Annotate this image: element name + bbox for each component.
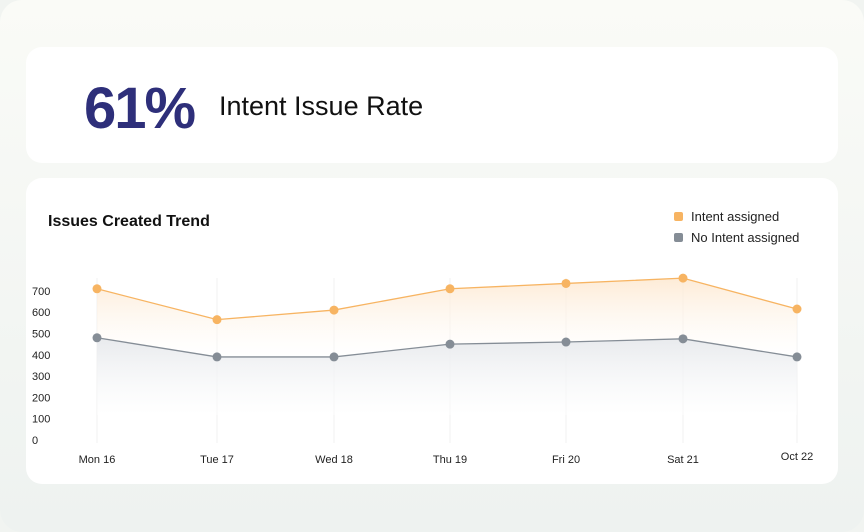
y-tick-label: 200: [32, 392, 50, 404]
intent-point: [445, 284, 455, 294]
kpi-card: 61% Intent Issue Rate: [26, 47, 838, 163]
legend-label: No Intent assigned: [691, 230, 800, 245]
intent-area: [97, 278, 797, 357]
intent-point: [92, 284, 102, 294]
y-tick-label: 0: [32, 435, 38, 447]
x-tick-label: Mon 16: [79, 454, 116, 466]
kpi-value: 61%: [84, 76, 196, 141]
x-tick-label: Fri 20: [552, 454, 580, 466]
x-tick-label: Thu 19: [433, 454, 467, 466]
legend-label: Intent assigned: [691, 209, 780, 224]
chart-card: Issues Created Trend Intent assigned No …: [26, 178, 838, 484]
no-intent-point: [92, 333, 102, 343]
legend-item-intent[interactable]: Intent assigned: [674, 206, 799, 227]
no-intent-point: [329, 352, 339, 362]
kpi-label: Intent Issue Rate: [219, 91, 424, 121]
intent-point: [329, 305, 339, 315]
legend-swatch: [674, 212, 683, 221]
legend-item-no-intent[interactable]: No Intent assigned: [674, 227, 799, 248]
y-tick-label: 600: [32, 307, 50, 319]
y-tick-label: 300: [32, 371, 50, 383]
no-intent-point: [561, 337, 571, 347]
intent-point: [212, 315, 222, 325]
chart-title: Issues Created Trend: [48, 213, 210, 230]
chart-plot: Mon 16 Tue 17 Wed 18 Thu 19 Fri 20 Sat 21 Oct …: [32, 273, 813, 466]
x-tick-label: Tue 17: [200, 454, 234, 466]
legend-swatch: [674, 233, 683, 242]
y-tick-label: 100: [32, 414, 50, 426]
intent-point: [561, 278, 571, 288]
no-intent-point: [445, 339, 455, 349]
x-tick-label: Wed 18: [315, 454, 353, 466]
no-intent-point: [792, 352, 802, 362]
intent-point: [792, 304, 802, 314]
y-tick-label: 500: [32, 329, 50, 341]
no-intent-point: [212, 352, 222, 362]
legend: Intent assigned No Intent assigned: [674, 206, 799, 248]
x-tick-label: Sat 21: [667, 454, 699, 466]
intent-point: [678, 273, 688, 283]
x-tick-label: Oct 22: [781, 451, 813, 463]
no-intent-point: [678, 334, 688, 344]
y-tick-label: 400: [32, 350, 50, 362]
y-tick-label: 700: [32, 286, 50, 298]
